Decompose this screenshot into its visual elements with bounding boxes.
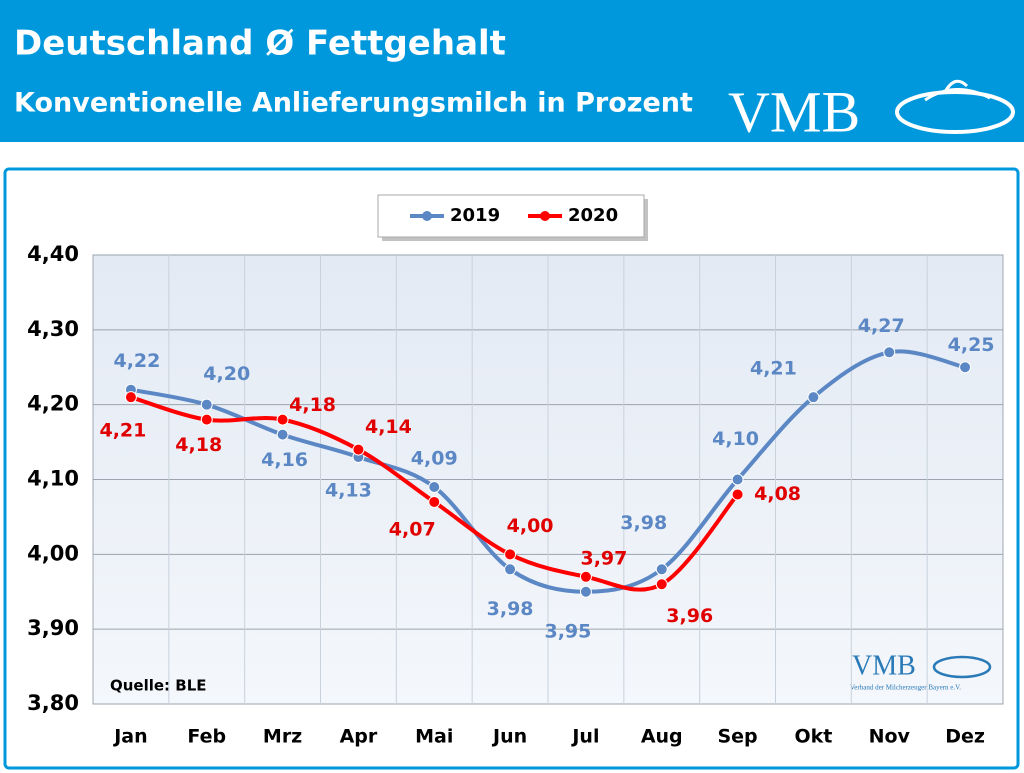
data-point	[807, 391, 820, 404]
data-label: 3,98	[487, 598, 534, 620]
data-label: 4,00	[507, 515, 554, 537]
y-tick-label: 3,90	[27, 616, 79, 640]
x-tick-label: Nov	[869, 726, 911, 748]
x-tick-label: Dez	[945, 726, 985, 748]
data-label: 4,16	[261, 449, 308, 471]
data-label: 4,09	[411, 447, 458, 469]
data-point	[655, 563, 668, 576]
data-label: 4,22	[113, 350, 160, 372]
data-point	[655, 578, 668, 591]
chart-title: Deutschland Ø Fettgehalt	[14, 24, 506, 64]
data-label: 4,14	[365, 416, 412, 438]
data-point	[504, 548, 517, 561]
data-point	[200, 398, 213, 411]
x-tick-label: Aug	[641, 726, 683, 748]
data-point	[428, 495, 441, 508]
data-point	[504, 563, 517, 576]
header	[0, 0, 1024, 142]
data-point	[883, 346, 896, 359]
data-point	[579, 585, 592, 598]
legend-label: 2019	[450, 205, 500, 226]
x-tick-label: Feb	[187, 726, 226, 748]
y-tick-label: 4,00	[27, 541, 79, 565]
data-point	[276, 413, 289, 426]
data-label: 3,95	[544, 620, 591, 642]
data-point	[579, 570, 592, 583]
data-label: 4,18	[289, 394, 336, 416]
y-tick-label: 4,20	[27, 392, 79, 416]
data-label: 3,96	[666, 605, 713, 627]
data-label: 4,21	[99, 420, 146, 442]
small-logo: VMB	[852, 650, 916, 681]
data-point	[731, 488, 744, 501]
y-tick-label: 4,30	[27, 317, 79, 341]
small-logo-text: Verband der Milcherzeuger Bayern e.V.	[850, 684, 961, 692]
data-point	[731, 473, 744, 486]
data-point	[959, 361, 972, 374]
data-label: 4,07	[389, 518, 436, 540]
data-label: 4,27	[858, 315, 905, 337]
data-label: 3,97	[580, 547, 627, 569]
legend-label: 2020	[568, 205, 618, 226]
data-point	[124, 391, 137, 404]
data-label: 4,21	[750, 358, 797, 380]
data-point	[276, 428, 289, 441]
y-tick-label: 4,10	[27, 467, 79, 491]
x-tick-label: Jan	[112, 726, 147, 748]
y-tick-label: 3,80	[27, 691, 79, 715]
chart-subtitle: Konventionelle Anlieferungsmilch in Proz…	[14, 88, 693, 119]
y-tick-label: 4,40	[27, 242, 79, 266]
data-point	[428, 480, 441, 493]
legend-marker	[422, 211, 432, 221]
x-tick-label: Okt	[794, 726, 832, 748]
logo: VMB	[728, 79, 860, 144]
data-label: 4,13	[325, 480, 372, 502]
data-label: 3,98	[620, 512, 667, 534]
data-label: 4,18	[175, 434, 222, 456]
x-tick-label: Mrz	[263, 726, 302, 748]
x-tick-label: Jul	[570, 726, 599, 748]
x-tick-label: Mai	[415, 726, 453, 748]
x-tick-label: Sep	[717, 726, 757, 748]
data-point	[352, 443, 365, 456]
data-label: 4,10	[712, 428, 759, 450]
x-tick-label: Apr	[340, 726, 378, 748]
small-logo-mark	[932, 655, 992, 679]
data-label: 4,25	[948, 334, 995, 356]
logo-mark	[895, 79, 1015, 134]
source: Quelle: BLE	[110, 677, 207, 695]
legend-marker	[540, 211, 550, 221]
data-label: 4,08	[754, 483, 801, 505]
data-point	[200, 413, 213, 426]
x-tick-label: Jun	[491, 726, 527, 748]
data-label: 4,20	[203, 363, 250, 385]
